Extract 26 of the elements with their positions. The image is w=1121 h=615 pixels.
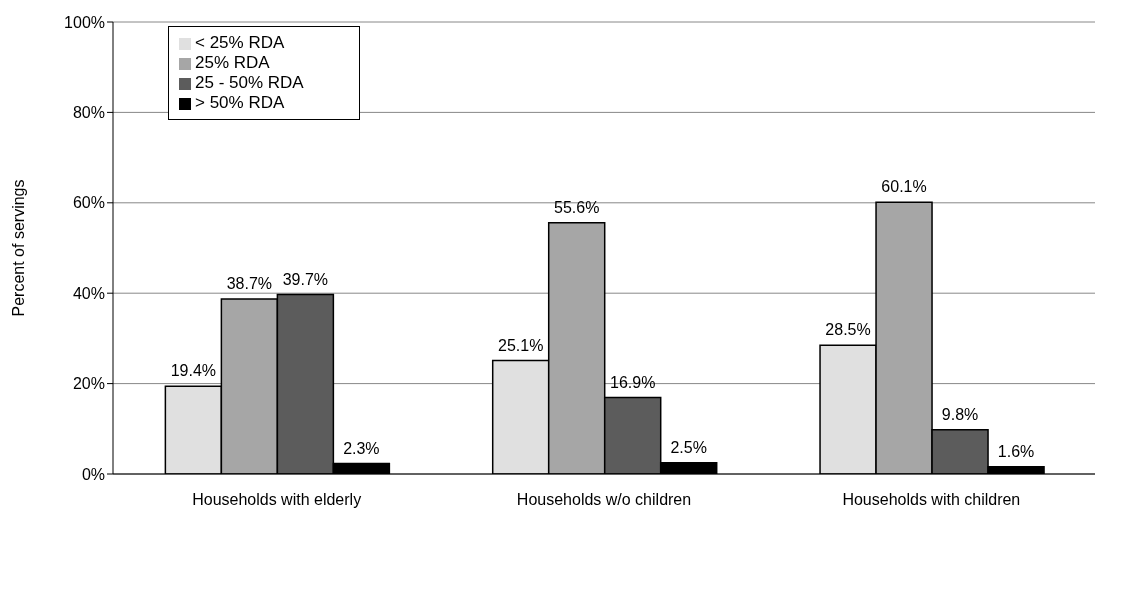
data-label: 2.3%	[343, 439, 380, 457]
data-label: 16.9%	[610, 373, 656, 391]
legend-label: < 25% RDA	[195, 33, 285, 52]
data-label: 55.6%	[554, 198, 600, 216]
data-label: 28.5%	[825, 321, 871, 339]
data-label: 39.7%	[282, 270, 329, 288]
y-tick-label: 80%	[72, 104, 105, 122]
data-label: 9.8%	[941, 405, 979, 423]
legend-label: 25 - 50% RDA	[195, 73, 304, 92]
data-label: 38.7%	[226, 275, 273, 293]
y-tick-label: 100%	[64, 13, 105, 31]
legend-label: > 50% RDA	[195, 93, 285, 112]
y-tick-label: 60%	[72, 194, 105, 212]
y-tick-label: 0%	[81, 465, 105, 483]
x-tick-label: Households with elderly	[192, 491, 362, 509]
data-label: 19.4%	[170, 362, 217, 380]
data-label: 2.5%	[670, 438, 707, 456]
data-label: 60.1%	[881, 178, 927, 196]
y-axis-title: Percent of servings	[9, 179, 27, 317]
data-label: 25.1%	[498, 336, 544, 354]
x-tick-label: Households with children	[842, 491, 1021, 509]
data-label: 1.6%	[997, 442, 1035, 460]
x-tick-label: Households w/o children	[516, 491, 692, 509]
y-tick-label: 20%	[72, 375, 105, 393]
y-tick-label: 40%	[72, 284, 105, 302]
legend-label: 25% RDA	[195, 53, 270, 72]
